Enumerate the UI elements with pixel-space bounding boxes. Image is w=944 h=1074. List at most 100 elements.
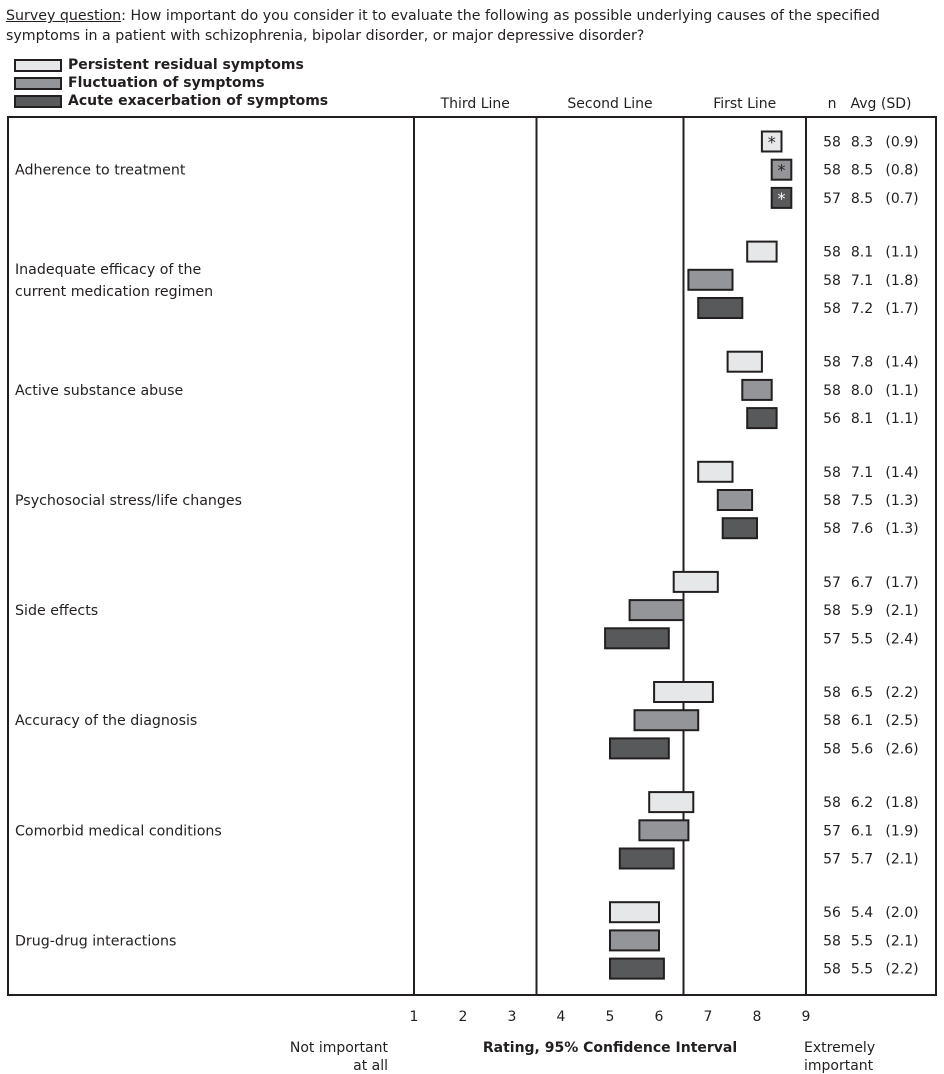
n-value: 58 bbox=[823, 713, 841, 729]
avg-value: 7.2 bbox=[851, 301, 873, 317]
avg-value: 5.6 bbox=[851, 741, 873, 757]
sd-value: (1.9) bbox=[885, 823, 918, 839]
significance-marker: * bbox=[778, 189, 786, 208]
significance-marker: * bbox=[768, 133, 776, 152]
sd-value: (1.1) bbox=[885, 383, 918, 399]
sd-value: (2.1) bbox=[885, 603, 918, 619]
sd-value: (2.4) bbox=[885, 631, 918, 647]
x-tick-label: 7 bbox=[704, 1009, 713, 1025]
sd-value: (0.7) bbox=[885, 191, 918, 207]
survey-question-text: : How important do you consider it to ev… bbox=[6, 8, 880, 44]
n-value: 58 bbox=[823, 135, 841, 151]
n-value: 58 bbox=[823, 741, 841, 757]
n-value: 56 bbox=[823, 411, 841, 427]
ci-bar bbox=[609, 901, 660, 924]
avg-value: 6.5 bbox=[851, 685, 873, 701]
ci-bar bbox=[672, 570, 719, 593]
sd-value: (0.8) bbox=[885, 163, 918, 179]
n-value: 58 bbox=[823, 603, 841, 619]
category-label: Accuracy of the diagnosis bbox=[15, 713, 197, 729]
x-tick-label: 8 bbox=[753, 1009, 762, 1025]
survey-question-lead: Survey question bbox=[6, 8, 122, 24]
ci-bar bbox=[609, 957, 665, 980]
avg-value: 5.5 bbox=[851, 933, 873, 949]
sd-value: (2.2) bbox=[885, 962, 918, 978]
avg-sd-column-header: Avg (SD) bbox=[851, 96, 912, 112]
category-label: Drug-drug interactions bbox=[15, 933, 176, 949]
avg-value: 6.1 bbox=[851, 713, 873, 729]
legend-swatch-acute bbox=[14, 94, 62, 108]
category-label: Comorbid medical conditions bbox=[15, 823, 222, 839]
ci-bar bbox=[746, 407, 778, 430]
sd-value: (1.4) bbox=[885, 355, 918, 371]
avg-value: 7.8 bbox=[851, 355, 873, 371]
significance-marker: * bbox=[778, 161, 786, 180]
n-value: 57 bbox=[823, 575, 841, 591]
ci-bar bbox=[618, 847, 675, 870]
category-label: Adherence to treatment bbox=[15, 163, 186, 179]
n-value: 58 bbox=[823, 163, 841, 179]
avg-value: 6.7 bbox=[851, 575, 873, 591]
legend-label-fluctuation: Fluctuation of symptoms bbox=[68, 75, 265, 91]
n-value: 57 bbox=[823, 852, 841, 868]
avg-value: 5.5 bbox=[851, 962, 873, 978]
sd-value: (2.0) bbox=[885, 905, 918, 921]
avg-value: 8.5 bbox=[851, 163, 873, 179]
ci-bar bbox=[716, 489, 754, 511]
avg-value: 6.1 bbox=[851, 823, 873, 839]
ci-bar bbox=[697, 460, 734, 483]
zone-header: First Line bbox=[713, 96, 776, 112]
ci-bar bbox=[628, 599, 685, 622]
n-value: 58 bbox=[823, 273, 841, 289]
legend-label-acute: Acute exacerbation of symptoms bbox=[68, 93, 329, 109]
sd-value: (1.7) bbox=[885, 301, 918, 317]
sd-value: (1.8) bbox=[885, 795, 918, 811]
x-tick-label: 3 bbox=[508, 1009, 517, 1025]
n-value: 58 bbox=[823, 493, 841, 509]
sd-value: (1.1) bbox=[885, 245, 918, 261]
n-value: 57 bbox=[823, 823, 841, 839]
ci-bar bbox=[721, 517, 759, 540]
legend-item-persistent: Persistent residual symptoms bbox=[14, 56, 328, 74]
avg-value: 7.1 bbox=[851, 273, 873, 289]
survey-question: Survey question: How important do you co… bbox=[6, 6, 936, 46]
avg-value: 5.4 bbox=[851, 905, 873, 921]
avg-value: 5.7 bbox=[851, 852, 873, 868]
n-value: 58 bbox=[823, 355, 841, 371]
chart-legend: Persistent residual symptoms Fluctuation… bbox=[14, 56, 328, 110]
sd-value: (2.2) bbox=[885, 685, 918, 701]
ci-bar bbox=[633, 709, 700, 732]
n-value: 56 bbox=[823, 905, 841, 921]
n-value: 58 bbox=[823, 933, 841, 949]
x-tick-label: 2 bbox=[459, 1009, 468, 1025]
avg-value: 7.1 bbox=[851, 465, 873, 481]
avg-value: 5.9 bbox=[851, 603, 873, 619]
x-tick-label: 9 bbox=[802, 1009, 811, 1025]
sd-value: (2.5) bbox=[885, 713, 918, 729]
ci-bar bbox=[687, 268, 734, 291]
n-value: 58 bbox=[823, 245, 841, 261]
sd-value: (1.3) bbox=[885, 521, 918, 537]
n-value: 58 bbox=[823, 962, 841, 978]
legend-item-acute: Acute exacerbation of symptoms bbox=[14, 92, 328, 110]
x-tick-label: 1 bbox=[410, 1009, 419, 1025]
x-low-label: Not important at all bbox=[290, 1040, 389, 1074]
ci-bar bbox=[741, 378, 773, 401]
avg-value: 8.3 bbox=[851, 135, 873, 151]
avg-value: 7.6 bbox=[851, 521, 873, 537]
n-value: 58 bbox=[823, 685, 841, 701]
ci-bar bbox=[746, 240, 778, 263]
n-value: 58 bbox=[823, 795, 841, 811]
n-value: 58 bbox=[823, 521, 841, 537]
n-value: 57 bbox=[823, 631, 841, 647]
sd-value: (1.4) bbox=[885, 465, 918, 481]
ci-bar bbox=[609, 737, 670, 760]
x-axis-label: Rating, 95% Confidence Interval bbox=[483, 1040, 737, 1056]
category-label: Inadequate efficacy of the current medica… bbox=[15, 262, 213, 300]
ci-bar bbox=[609, 929, 660, 952]
n-value: 58 bbox=[823, 465, 841, 481]
legend-item-fluctuation: Fluctuation of symptoms bbox=[14, 74, 328, 92]
avg-value: 7.5 bbox=[851, 493, 873, 509]
category-label: Side effects bbox=[15, 603, 98, 619]
ci-bar bbox=[760, 130, 783, 153]
